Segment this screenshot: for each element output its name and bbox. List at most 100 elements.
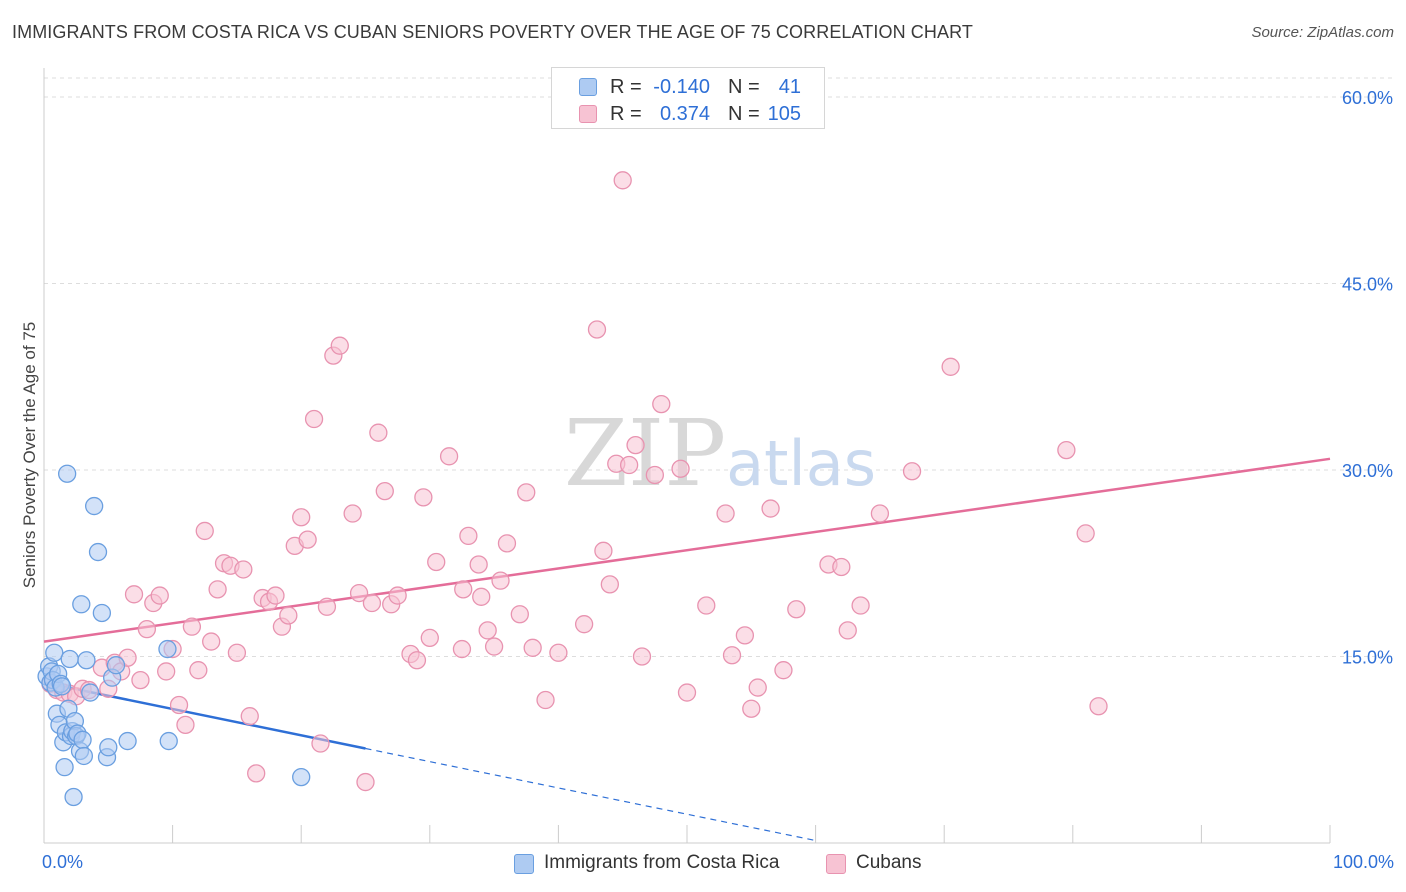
point-cubans <box>652 394 671 414</box>
point-costa-rica <box>45 643 64 662</box>
point-cubans <box>510 605 529 624</box>
series-name: Immigrants from Costa Rica <box>544 852 780 873</box>
point-cubans <box>517 483 536 502</box>
point-cubans <box>311 734 330 753</box>
point-cubans <box>439 447 459 466</box>
point-cubans <box>343 504 362 523</box>
point-costa-rica <box>74 746 94 766</box>
point-cubans <box>1057 440 1076 460</box>
watermark-atlas: atlas <box>726 427 876 500</box>
point-cubans <box>182 617 202 636</box>
point-cubans <box>832 557 851 577</box>
y-tick-labels: 15.0% 30.0% 45.0% 60.0% <box>1342 88 1393 668</box>
point-cubans <box>671 459 690 478</box>
point-costa-rica <box>85 496 104 516</box>
point-cubans <box>317 597 337 616</box>
series-legend: Immigrants from Costa Rica Cubans <box>0 852 1406 878</box>
point-cubans <box>304 409 324 429</box>
point-cubans <box>459 526 478 546</box>
source-credit: Source: ZipAtlas.com <box>1251 24 1394 41</box>
point-cubans <box>234 560 253 579</box>
point-cubans <box>626 435 645 455</box>
point-cubans <box>645 465 664 485</box>
point-cubans <box>600 575 619 594</box>
legend-r-value: -0.140 <box>653 76 710 98</box>
legend-n-value: 105 <box>767 103 801 125</box>
series-swatch-pink <box>826 854 846 874</box>
legend-r-value: 0.374 <box>659 103 710 125</box>
point-cubans <box>761 499 780 518</box>
point-cubans <box>131 670 150 690</box>
point-cubans <box>247 764 266 783</box>
point-cubans <box>208 580 227 599</box>
point-cubans <box>227 643 247 662</box>
point-cubans <box>124 585 144 604</box>
legend-row-cubans: R = 0.374 N = 105 <box>552 101 824 127</box>
point-cubans <box>195 521 214 541</box>
point-costa-rica <box>106 656 126 675</box>
legend-swatch-pink <box>579 105 597 123</box>
point-cubans <box>420 628 439 647</box>
point-cubans <box>478 621 497 640</box>
point-cubans <box>240 707 259 726</box>
point-cubans <box>1089 697 1108 716</box>
point-cubans <box>619 455 639 475</box>
legend-swatch-blue <box>579 78 597 96</box>
point-costa-rica <box>88 542 108 562</box>
point-cubans <box>452 639 472 659</box>
point-cubans <box>748 678 767 697</box>
point-cubans <box>375 481 394 501</box>
legend-r-label: R = <box>610 103 642 125</box>
point-costa-rica <box>77 651 96 670</box>
point-costa-rica <box>81 683 100 702</box>
y-tick-label: 60.0% <box>1342 88 1393 108</box>
x-tick-max: 100.0% <box>1332 852 1394 872</box>
point-cubans <box>388 586 407 605</box>
point-cubans <box>838 621 857 640</box>
point-cubans <box>279 606 298 625</box>
point-costa-rica <box>73 730 92 749</box>
point-cubans <box>697 596 716 615</box>
watermark: ZIPatlas <box>564 400 876 507</box>
legend-row-costa-rica: R = -0.140 N = 41 <box>552 74 824 100</box>
point-cubans <box>202 632 221 651</box>
point-cubans <box>292 508 311 527</box>
point-costa-rica <box>72 595 91 614</box>
trend-line-costa-rica-extension <box>365 747 816 842</box>
legend-r-label: R = <box>610 76 642 98</box>
point-cubans <box>1076 524 1095 543</box>
point-cubans <box>677 683 697 702</box>
point-cubans <box>330 336 349 355</box>
legend-n-label: N = <box>728 103 760 125</box>
point-cubans <box>870 504 890 523</box>
point-cubans <box>536 690 555 710</box>
point-costa-rica <box>99 738 118 757</box>
x-tick-min: 0.0% <box>42 852 84 872</box>
point-cubans <box>454 580 473 599</box>
point-cubans <box>157 662 176 681</box>
point-costa-rica <box>64 787 83 807</box>
point-cubans <box>472 587 491 606</box>
y-tick-label: 15.0% <box>1342 648 1393 668</box>
point-costa-rica <box>57 464 77 483</box>
point-cubans <box>722 646 742 665</box>
point-cubans <box>716 504 735 523</box>
axes <box>43 68 1331 844</box>
correlation-legend: R = -0.140 N = 41 R = 0.374 N = 105 <box>551 67 825 129</box>
point-cubans <box>137 619 157 639</box>
point-cubans <box>497 534 517 553</box>
point-cubans <box>491 571 510 590</box>
point-cubans <box>369 423 388 442</box>
point-cubans <box>594 541 613 560</box>
trend-line-cubans <box>43 457 1331 643</box>
point-cubans <box>484 637 504 656</box>
series-name: Cubans <box>856 852 922 873</box>
chart-title: IMMIGRANTS FROM COSTA RICA VS CUBAN SENI… <box>12 22 973 42</box>
point-costa-rica <box>158 639 177 659</box>
data-points <box>37 171 1108 807</box>
y-tick-label: 45.0% <box>1342 275 1393 295</box>
point-cubans <box>574 615 594 634</box>
watermark-zip: ZIP <box>564 400 726 507</box>
point-costa-rica <box>92 603 112 623</box>
point-cubans <box>469 555 488 574</box>
